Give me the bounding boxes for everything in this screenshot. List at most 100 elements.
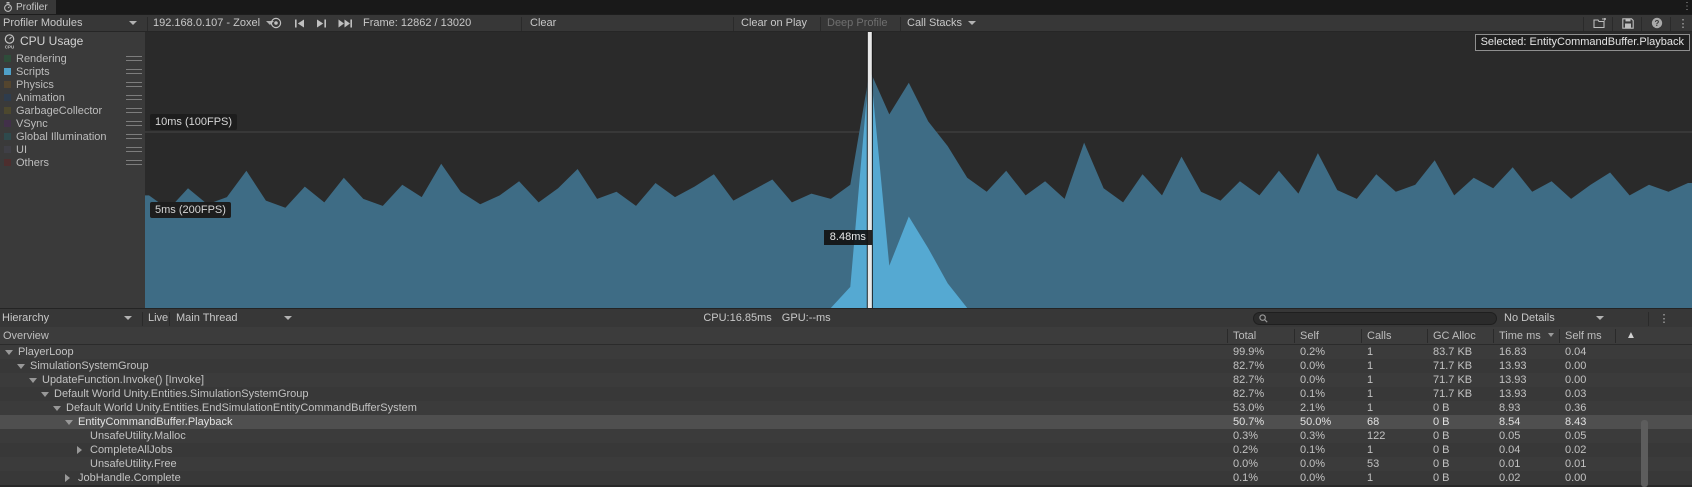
- col-calls[interactable]: Calls: [1367, 330, 1392, 342]
- selected-sample-badge: Selected: EntityCommandBuffer.Playback: [1474, 34, 1690, 51]
- cell-gc: 0 B: [1433, 472, 1450, 484]
- table-row[interactable]: SimulationSystemGroup 82.7% 0.0% 1 71.7 KB 13…: [0, 359, 1692, 373]
- table-row[interactable]: Default World Unity.Entities.EndSimulati…: [0, 401, 1692, 415]
- svg-text:CPU: CPU: [5, 44, 15, 49]
- clear-on-play-button[interactable]: Clear on Play: [741, 15, 807, 31]
- table-row[interactable]: PlayerLoop 99.9% 0.2% 1 83.7 KB 16.83 0.04: [0, 345, 1692, 359]
- cell-selfms: 0.36: [1565, 402, 1587, 414]
- cell-selfms: 0.05: [1565, 430, 1587, 442]
- col-self[interactable]: Self: [1300, 330, 1319, 342]
- live-button[interactable]: Live: [148, 309, 168, 327]
- cpu-chart[interactable]: 10ms (100FPS) 5ms (200FPS) 8.48ms Select…: [145, 32, 1692, 308]
- scroll-up-icon[interactable]: ▲: [1626, 330, 1636, 341]
- col-gc-alloc[interactable]: GC Alloc: [1433, 330, 1476, 342]
- detail-menu-icon[interactable]: ⋮: [1658, 312, 1670, 325]
- search-input[interactable]: [1253, 312, 1497, 325]
- collapse-arrow-icon[interactable]: [53, 406, 61, 411]
- legend-drag-handle[interactable]: [126, 147, 142, 155]
- table-row[interactable]: UnsafeUtility.Free 0.0% 0.0% 53 0 B 0.01 0.01: [0, 457, 1692, 471]
- legend-item-scripts[interactable]: Scripts: [0, 65, 145, 78]
- cell-total: 53.0%: [1233, 402, 1265, 414]
- hierarchy-table: PlayerLoop 99.9% 0.2% 1 83.7 KB 16.83 0.04 Simu…: [0, 345, 1692, 487]
- col-overview[interactable]: Overview: [3, 330, 49, 342]
- clear-button[interactable]: Clear: [530, 15, 556, 31]
- legend-drag-handle[interactable]: [126, 95, 142, 103]
- legend-drag-handle[interactable]: [126, 134, 142, 142]
- legend-item-others[interactable]: Others: [0, 156, 145, 169]
- cell-calls: 1: [1367, 346, 1374, 358]
- record-button[interactable]: [266, 15, 286, 31]
- legend-drag-handle[interactable]: [126, 69, 142, 77]
- legend-drag-handle[interactable]: [126, 160, 142, 168]
- selected-frame-line[interactable]: [867, 32, 872, 308]
- load-profile-button[interactable]: [1588, 15, 1610, 31]
- call-stacks-dropdown[interactable]: Call Stacks: [907, 15, 977, 31]
- cell-time: 0.05: [1499, 430, 1521, 442]
- legend-drag-handle[interactable]: [126, 56, 142, 64]
- collapse-arrow-icon[interactable]: [41, 392, 49, 397]
- help-button[interactable]: ?: [1646, 15, 1668, 31]
- profiler-modules-dropdown[interactable]: Profiler Modules: [3, 15, 145, 31]
- cell-gc: 0 B: [1433, 402, 1450, 414]
- detail-view-dropdown[interactable]: Hierarchy: [2, 309, 140, 327]
- table-row[interactable]: Default World Unity.Entities.SimulationS…: [0, 387, 1692, 401]
- clear-on-play-label: Clear on Play: [741, 17, 808, 29]
- chevron-down-icon: [266, 21, 275, 25]
- expand-arrow-icon[interactable]: [77, 446, 82, 454]
- legend-item-vsync[interactable]: VSync: [0, 117, 145, 130]
- cell-selfms: 8.43: [1565, 416, 1587, 428]
- window-menu-icon[interactable]: ⋮: [1682, 1, 1692, 12]
- table-row[interactable]: CompleteAllJobs 0.2% 0.1% 1 0 B 0.04 0.02: [0, 443, 1692, 457]
- collapse-arrow-icon[interactable]: [17, 364, 25, 369]
- detail-view-label: Hierarchy: [2, 312, 50, 324]
- cell-self: 0.2%: [1300, 346, 1326, 358]
- collapse-arrow-icon[interactable]: [5, 350, 13, 355]
- legend-item-rendering[interactable]: Rendering: [0, 52, 145, 65]
- legend-color-swatch: [4, 94, 11, 101]
- cell-self: 0.0%: [1300, 360, 1326, 372]
- selected-frame-line[interactable]: [866, 32, 868, 308]
- vertical-scrollbar[interactable]: [1641, 420, 1648, 487]
- save-icon: [1622, 17, 1634, 29]
- legend-item-physics[interactable]: Physics: [0, 78, 145, 91]
- detail-toolbar: Hierarchy Live Main Thread CPU:16.85ms G…: [0, 308, 1692, 327]
- legend-item-global-illumination[interactable]: Global Illumination: [0, 130, 145, 143]
- legend-drag-handle[interactable]: [126, 82, 142, 90]
- cell-time: 16.83: [1499, 346, 1527, 358]
- collapse-arrow-icon[interactable]: [65, 420, 73, 425]
- col-total[interactable]: Total: [1233, 330, 1257, 342]
- target-dropdown[interactable]: 192.168.0.107 - Zoxel: [153, 15, 275, 31]
- cell-calls: 1: [1367, 402, 1374, 414]
- chevron-down-icon: [129, 21, 137, 25]
- chevron-down-icon: [284, 316, 292, 320]
- row-name: EntityCommandBuffer.Playback: [78, 416, 233, 428]
- search-icon: [1259, 314, 1268, 323]
- col-time-ms[interactable]: Time ms: [1499, 330, 1541, 342]
- prev-frame-button[interactable]: [289, 15, 309, 31]
- collapse-arrow-icon[interactable]: [29, 378, 37, 383]
- tab-profiler[interactable]: Profiler: [0, 0, 56, 14]
- table-row[interactable]: JobHandle.Complete 0.1% 0.0% 1 0 B 0.02 0.00: [0, 471, 1692, 485]
- toolbar-menu-icon[interactable]: ⋮: [1677, 17, 1689, 30]
- cell-selfms: 0.00: [1565, 374, 1587, 386]
- table-row[interactable]: UpdateFunction.Invoke() [Invoke] 82.7% 0.0…: [0, 373, 1692, 387]
- save-profile-button[interactable]: [1617, 15, 1639, 31]
- expand-arrow-icon[interactable]: [65, 474, 70, 482]
- next-frame-button[interactable]: [311, 15, 331, 31]
- details-dropdown[interactable]: No Details: [1504, 309, 1604, 327]
- cpu-chart-canvas[interactable]: [145, 32, 1692, 308]
- legend-item-ui[interactable]: UI: [0, 143, 145, 156]
- current-frame-button[interactable]: [333, 15, 357, 31]
- legend-color-swatch: [4, 107, 11, 114]
- legend-drag-handle[interactable]: [126, 108, 142, 116]
- col-self-ms[interactable]: Self ms: [1565, 330, 1602, 342]
- table-row[interactable]: EntityCommandBuffer.Playback 50.7% 50.0% 68…: [0, 415, 1692, 429]
- cell-gc: 71.7 KB: [1433, 374, 1473, 386]
- table-row[interactable]: UnsafeUtility.Malloc 0.3% 0.3% 122 0 B 0.05 0.…: [0, 429, 1692, 443]
- legend-item-animation[interactable]: Animation: [0, 91, 145, 104]
- legend-item-garbagecollector[interactable]: GarbageCollector: [0, 104, 145, 117]
- thread-dropdown[interactable]: Main Thread: [176, 309, 296, 327]
- cpu-module-header[interactable]: CPU CPU Usage: [0, 32, 145, 50]
- legend-drag-handle[interactable]: [126, 121, 142, 129]
- selected-frame-line[interactable]: [871, 32, 873, 308]
